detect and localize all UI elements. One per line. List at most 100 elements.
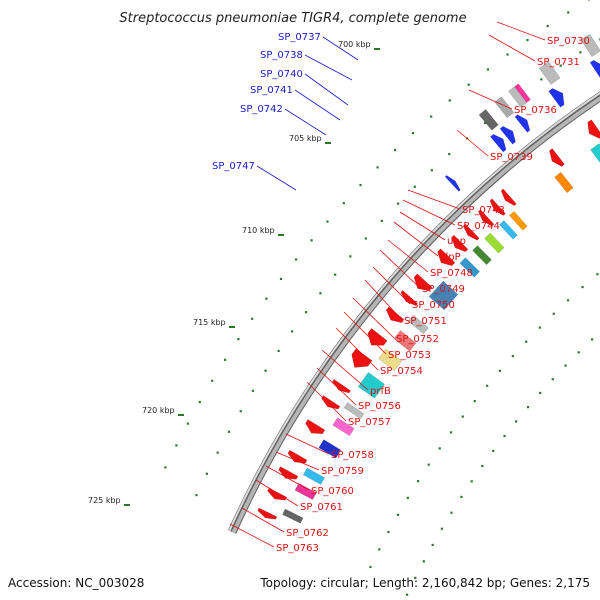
forward-gene-feature: [548, 88, 565, 108]
accession-text: Accession: NC_003028: [8, 576, 144, 590]
reverse-leader-line: [352, 297, 395, 339]
reverse-gene-feature: [554, 171, 574, 194]
tick-dot: [461, 415, 464, 418]
tick-dot: [223, 358, 227, 361]
reverse-gene-feature: [590, 143, 600, 163]
feature-layer: [257, 33, 600, 524]
reverse-gene-label: SP_0744: [457, 221, 500, 232]
forward-gene-label: SP_0741: [250, 85, 293, 96]
tick-dot: [486, 68, 490, 71]
reverse-gene-feature: [393, 330, 417, 352]
tick-dot: [364, 237, 367, 240]
tick-dot: [526, 405, 530, 409]
tick-dot: [195, 494, 198, 497]
tick-dot: [450, 511, 453, 514]
tick-dot: [467, 83, 470, 86]
tick-dot: [265, 297, 268, 300]
reverse-gene-label: SP_0736: [514, 105, 557, 116]
tick-dot: [239, 410, 242, 413]
reverse-leader-line: [488, 34, 536, 62]
forward-gene-feature: [514, 114, 531, 133]
reverse-gene-label: SP_0754: [380, 366, 423, 377]
tick-dot: [198, 400, 201, 404]
tick-dot: [481, 464, 484, 468]
backbone-ring: [231, 96, 600, 534]
scale-label: 715 kbp: [193, 318, 226, 327]
forward-gene-label: SP_0738: [260, 50, 303, 61]
reverse-gene-feature: [318, 439, 342, 459]
scale-label: 700 kbp: [338, 40, 371, 49]
reverse-gene-feature: [549, 148, 565, 167]
tick-dot: [431, 543, 434, 547]
map-title: Streptococcus pneumoniae TIGR4, complete…: [119, 11, 466, 26]
tick-dot: [567, 11, 570, 14]
tick-dot: [378, 548, 381, 551]
scale-tick: [374, 48, 380, 50]
tick-dot: [397, 202, 400, 205]
tick-dot: [430, 169, 433, 172]
reverse-leader-line: [393, 221, 439, 257]
tick-dot: [492, 449, 495, 453]
reverse-gene-feature: [305, 419, 326, 434]
topology-summary: Topology: circular; Length: 2,160,842 bp…: [259, 576, 590, 590]
tick-dot: [413, 185, 416, 188]
tick-dot: [380, 219, 383, 222]
reverse-leader-line: [387, 239, 429, 273]
tick-dot: [387, 530, 390, 534]
tick-dot: [294, 258, 298, 261]
forward-gene-feature: [490, 133, 507, 153]
tick-dot: [411, 132, 415, 135]
tick-dot: [251, 389, 255, 392]
reverse-gene-feature: [489, 198, 506, 216]
reverse-gene-feature: [378, 348, 403, 371]
reverse-leader-line: [275, 451, 320, 471]
tick-dot: [237, 338, 240, 341]
forward-leader-line: [304, 73, 349, 106]
reverse-gene-label: clpP: [440, 252, 461, 263]
tick-dot: [376, 166, 379, 169]
tick-dot: [559, 64, 562, 67]
reverse-gene-feature: [459, 257, 481, 278]
reverse-gene-feature: [351, 348, 373, 368]
tick-dot: [539, 391, 542, 395]
tick-dot: [438, 447, 441, 450]
reverse-gene-label: SP_0731: [537, 57, 580, 68]
forward-gene-label: SP_0740: [260, 69, 303, 80]
reverse-gene-label: SP_0743: [462, 205, 505, 216]
tick-dot: [511, 355, 514, 358]
forward-gene-feature: [478, 109, 499, 131]
tick-dot: [291, 330, 294, 333]
tick-dot: [310, 239, 313, 242]
reverse-gene-feature: [407, 314, 429, 335]
scale-tick: [229, 326, 235, 328]
tick-dot: [414, 576, 417, 580]
reverse-gene-feature: [499, 220, 518, 240]
reverse-leader-line: [456, 129, 489, 157]
reverse-gene-feature: [321, 395, 341, 410]
reverse-gene-feature: [357, 372, 385, 399]
tick-dot: [279, 277, 283, 280]
tick-dot: [319, 292, 322, 295]
reverse-gene-label: SP_0763: [276, 543, 319, 554]
tick-dot: [484, 121, 487, 125]
reverse-gene-label: SP_0750: [412, 300, 455, 311]
tick-dot: [449, 431, 453, 434]
forward-leader-line: [294, 89, 341, 121]
reverse-gene-label: SP_0761: [300, 502, 343, 513]
reverse-gene-feature: [500, 188, 517, 207]
forward-gene-feature: [538, 61, 561, 85]
forward-gene-feature: [589, 59, 600, 78]
reverse-gene-label: SP_0749: [422, 284, 465, 295]
scale-tick: [278, 234, 284, 236]
tick-dot: [369, 565, 372, 569]
reverse-gene-label: SP_0760: [311, 486, 354, 497]
reverse-gene-feature: [287, 449, 308, 464]
tick-dot: [406, 593, 409, 596]
tick-dot: [430, 115, 433, 118]
reverse-gene-feature: [462, 223, 480, 241]
tick-dot: [540, 78, 543, 81]
reverse-leader-line: [335, 327, 379, 371]
reverse-gene-feature: [278, 466, 299, 480]
tick-dot: [590, 338, 594, 341]
reverse-gene-label: SP_0762: [286, 528, 329, 539]
